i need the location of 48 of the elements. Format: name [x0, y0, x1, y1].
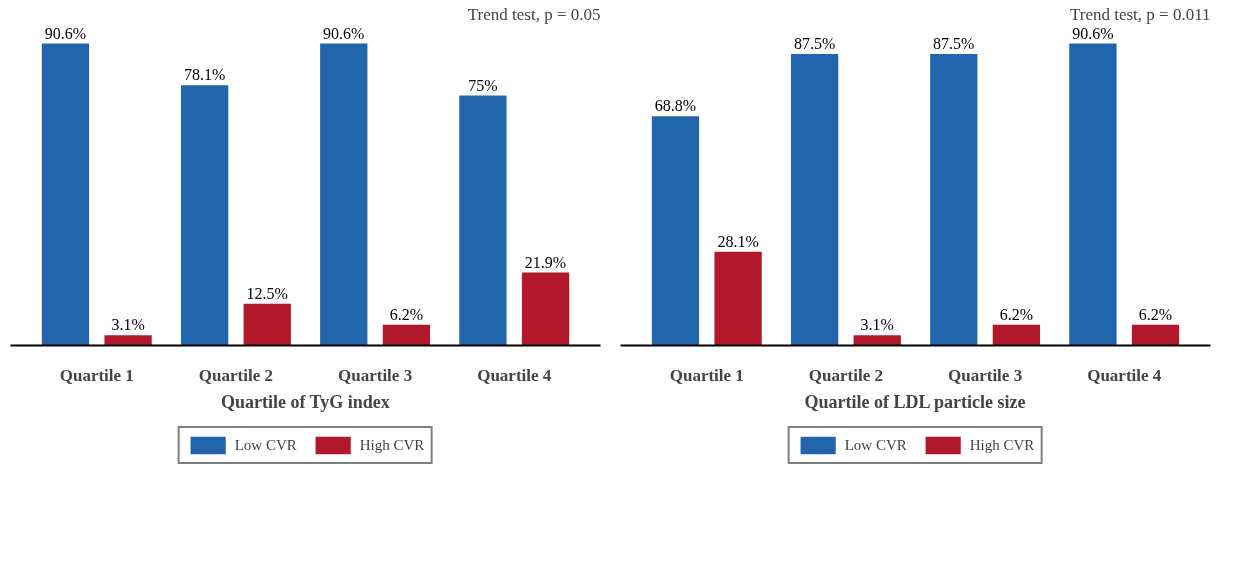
x-tick-label: Quartile 1: [59, 365, 134, 385]
bar: [714, 251, 762, 346]
bar: [790, 53, 839, 346]
x-tick-label: Quartile 4: [1087, 365, 1162, 385]
x-axis-title: Quartile of LDL particle size: [804, 391, 1026, 412]
legend-label: High CVR: [359, 436, 425, 454]
x-tick-label: Quartile 2: [198, 365, 273, 385]
data-label: 3.1%: [111, 316, 145, 334]
bar: [243, 303, 291, 346]
legend-label: Low CVR: [844, 436, 907, 454]
bar: [41, 43, 90, 346]
x-tick-label: Quartile 1: [669, 365, 744, 385]
data-label: 87.5%: [793, 34, 836, 52]
bar: [180, 85, 229, 346]
data-label: 90.6%: [323, 24, 365, 42]
data-label: 90.6%: [1072, 24, 1114, 42]
text: Trend test, p = 0.011: [1069, 4, 1211, 24]
x-tick-label: Quartile 3: [338, 365, 413, 385]
data-label: 75%: [468, 76, 498, 94]
bar: [521, 272, 570, 346]
data-label: 28.1%: [717, 232, 759, 250]
data-label: 68.8%: [654, 97, 697, 115]
bar: [1069, 43, 1117, 346]
bar: [992, 324, 1041, 346]
x-tick-label: Quartile 4: [477, 365, 552, 385]
data-label: 3.1%: [860, 316, 894, 334]
text: Trend test, p = 0.05: [467, 4, 601, 24]
data-label: 6.2%: [999, 305, 1034, 323]
data-label: 78.1%: [183, 66, 226, 84]
data-label: 6.2%: [389, 305, 424, 323]
bar: [382, 324, 431, 346]
bar: [930, 53, 978, 346]
bar: [320, 43, 368, 346]
data-label: 12.5%: [246, 284, 288, 302]
bar: [1131, 324, 1180, 346]
data-label: 6.2%: [1138, 305, 1173, 323]
data-label: 87.5%: [933, 34, 975, 52]
bar: [651, 116, 700, 346]
x-tick-label: Quartile 2: [808, 365, 883, 385]
bar: [459, 95, 507, 346]
legend-label: Low CVR: [234, 436, 297, 454]
bar: [853, 335, 901, 346]
x-axis-title: Quartile of TyG index: [220, 391, 390, 412]
legend-label: High CVR: [969, 436, 1035, 454]
data-label: 90.6%: [44, 24, 87, 42]
bar: [104, 335, 152, 346]
x-tick-label: Quartile 3: [948, 365, 1023, 385]
data-label: 21.9%: [524, 253, 567, 271]
